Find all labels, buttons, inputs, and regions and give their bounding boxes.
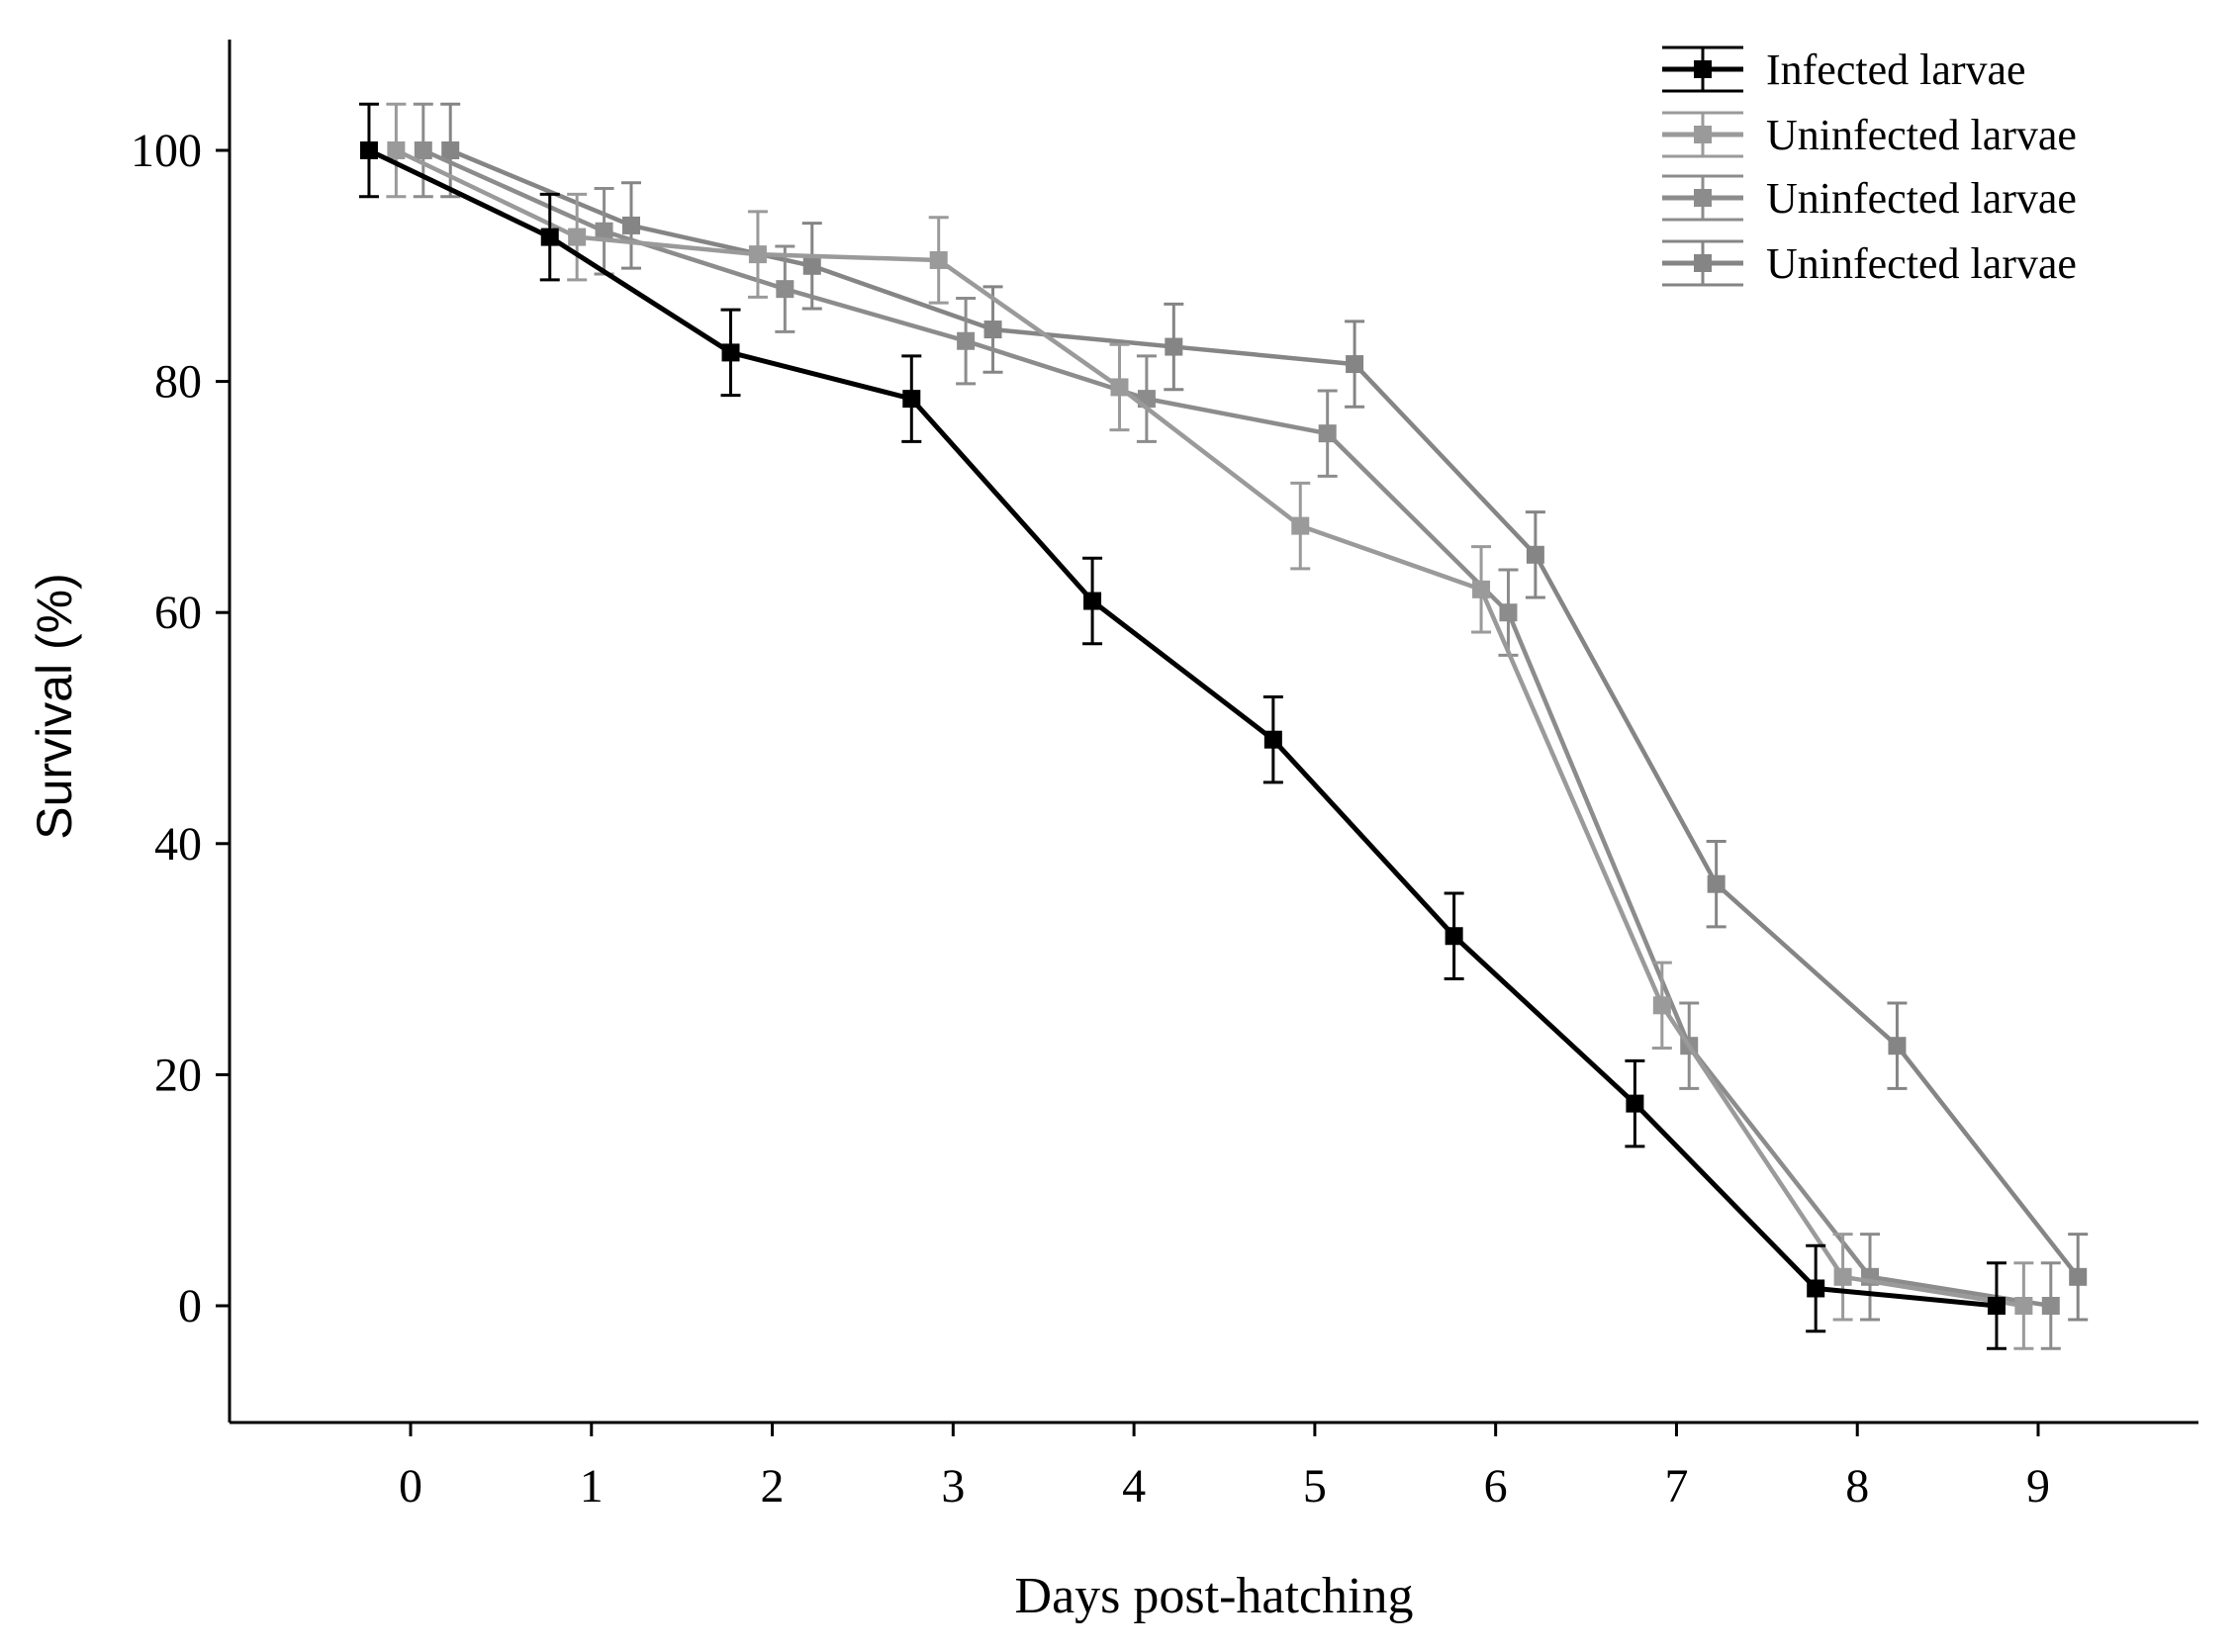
data-point — [902, 390, 921, 409]
x-tick-label: 9 — [2026, 1460, 2050, 1513]
y-tick-label: 40 — [154, 818, 202, 871]
legend-item: Uninfected larvae — [1662, 174, 2077, 223]
data-point — [2014, 1297, 2033, 1315]
x-axis-title: Days post-hatching — [1015, 1568, 1414, 1624]
data-point — [1165, 337, 1183, 356]
legend-item: Uninfected larvae — [1662, 239, 2077, 288]
data-point — [1346, 355, 1364, 374]
y-tick-label: 0 — [178, 1280, 202, 1332]
data-point — [2041, 1297, 2060, 1315]
data-point — [776, 280, 794, 299]
data-point — [568, 228, 587, 246]
data-point — [595, 222, 613, 240]
data-point — [1526, 545, 1544, 564]
y-axis-title: Survival (%) — [27, 573, 82, 839]
data-point — [748, 245, 767, 264]
data-point — [1833, 1267, 1852, 1286]
x-tick-label: 2 — [761, 1460, 785, 1513]
data-point — [1318, 424, 1337, 443]
data-point — [441, 141, 460, 159]
data-point — [621, 216, 640, 234]
data-point — [929, 250, 948, 269]
data-point — [1707, 874, 1726, 893]
data-point — [2069, 1267, 2088, 1286]
x-tick-label: 3 — [941, 1460, 965, 1513]
data-point — [1987, 1297, 2006, 1315]
x-tick-label: 6 — [1484, 1460, 1508, 1513]
series-line — [367, 147, 1998, 1309]
data-point — [1263, 730, 1282, 749]
x-tick-label: 5 — [1303, 1460, 1327, 1513]
x-tick-label: 1 — [580, 1460, 604, 1513]
series-0 — [358, 102, 2007, 1350]
data-point — [540, 228, 559, 246]
series-line — [421, 147, 2052, 1309]
data-point — [1626, 1094, 1644, 1113]
legend-marker — [1694, 60, 1712, 78]
data-point — [1291, 516, 1310, 535]
y-tick-label: 80 — [154, 356, 202, 409]
x-tick-label: 4 — [1122, 1460, 1146, 1513]
data-point — [1807, 1279, 1825, 1298]
data-point — [1472, 580, 1491, 598]
legend-label: Uninfected larvae — [1766, 111, 2077, 159]
data-point — [1445, 927, 1463, 946]
legend-label: Uninfected larvae — [1766, 174, 2077, 223]
ticks: 0 1 2 3 4 5 6 7 8 9 0 20 40 60 80 100 — [131, 125, 2050, 1513]
legend-label: Infected larvae — [1766, 46, 2026, 94]
series-layer — [358, 102, 2089, 1350]
y-tick-label: 20 — [154, 1049, 202, 1101]
legend-item: Infected larvae — [1662, 46, 2026, 94]
series-2 — [413, 102, 2061, 1350]
legend-label: Uninfected larvae — [1766, 239, 2077, 288]
series-1 — [386, 102, 2034, 1350]
data-point — [802, 256, 821, 275]
series-line — [395, 147, 2024, 1309]
data-point — [983, 321, 1002, 339]
data-point — [414, 141, 432, 159]
data-point — [957, 331, 976, 350]
y-tick-label: 100 — [131, 125, 202, 177]
legend-marker — [1694, 254, 1712, 272]
x-tick-label: 7 — [1664, 1460, 1688, 1513]
data-point — [1499, 603, 1518, 622]
data-point — [1888, 1037, 1907, 1055]
x-tick-label: 0 — [399, 1460, 422, 1513]
legend-marker — [1694, 126, 1712, 143]
legend-marker — [1694, 189, 1712, 207]
series-line — [449, 147, 2080, 1279]
x-tick-label: 8 — [1845, 1460, 1869, 1513]
legend: Infected larvae Uninfected larvae Uninfect… — [1662, 46, 2077, 288]
data-point — [1652, 996, 1671, 1015]
series-3 — [440, 102, 2089, 1322]
legend-item: Uninfected larvae — [1662, 111, 2077, 159]
data-point — [721, 343, 740, 362]
data-point — [1110, 378, 1129, 397]
data-point — [387, 141, 406, 159]
axes — [228, 40, 2198, 1424]
data-point — [359, 141, 378, 159]
data-point — [1083, 592, 1102, 610]
y-tick-label: 60 — [154, 587, 202, 639]
